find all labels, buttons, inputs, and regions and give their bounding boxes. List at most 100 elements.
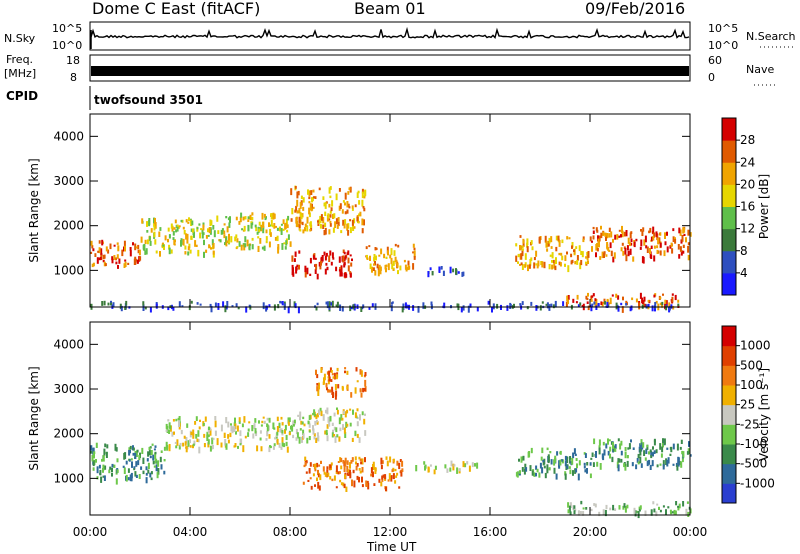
power-cell [644,235,647,243]
velocity-cell [626,460,629,467]
power-cell [438,266,441,272]
velocity-cell [203,433,206,438]
power-cell [391,301,394,304]
velocity-cell [192,443,195,447]
velocity-cell [252,433,255,439]
power-cell [587,305,590,311]
power-cell [269,224,272,227]
power-cell [596,248,599,252]
velocity-cell [302,481,305,485]
velocity-cell [133,466,136,469]
power-cell [332,227,335,233]
power-cell [519,235,522,238]
velocity-cell [659,509,662,513]
power-cell [174,219,177,224]
power-cell [539,305,542,311]
velocity-cell [677,505,680,508]
power-cell [187,251,190,256]
power-cell [626,245,629,251]
power-cell [210,247,212,250]
velocity-cell [620,440,623,446]
velocity-cell [390,475,393,479]
velocity-cell [564,460,567,467]
power-cell [577,304,580,307]
power-cell [606,242,609,249]
velocity-cell [658,506,660,510]
velocity-cell [157,468,160,475]
power-cell [326,301,329,309]
power-cell [629,232,632,239]
power-cell [618,235,621,238]
power-cell [342,200,345,203]
velocity-cell [99,469,102,476]
velocity-cell [677,460,680,467]
power-cell [247,219,250,222]
velocity-cell [589,473,592,479]
power-cell [596,229,599,233]
velocity-cell [285,441,288,447]
power-cell [622,296,624,301]
power-cell [209,219,212,226]
power-cell [357,190,360,194]
velocity-cell [174,441,177,444]
velocity-cell [91,454,94,462]
power-cell [521,245,524,248]
velocity-cell [322,414,325,421]
velocity-cell [332,429,334,434]
power-cell [519,245,521,251]
power-cell [678,227,681,234]
power-cell [663,250,666,257]
velocity-cell [645,448,648,454]
velocity-cell [92,460,95,467]
power-cell [430,301,433,306]
nsearch-top-tick: 10^5 [708,22,738,35]
power-cell [371,266,373,273]
power-cell [429,267,432,271]
velocity-cell [547,459,550,464]
power-cell [668,305,671,311]
power-cell [362,206,365,209]
velocity-cell [653,439,656,446]
velocity-cell [317,387,320,392]
power-cell [107,302,110,306]
velocity-cell [154,445,157,448]
power-cell [283,242,286,245]
velocity-cell [302,416,305,420]
velocity-cell [329,464,332,469]
power-cell [369,263,372,270]
power-cell [600,225,602,230]
power-cell [630,305,633,311]
power-cell [385,267,387,273]
station-title: Dome C East (fitACF) [92,0,260,18]
power-cell [237,306,240,310]
velocity-cell [262,416,265,419]
power-cell [356,192,359,198]
velocity-cell [427,467,430,473]
power-cell [139,256,142,261]
velocity-cell [317,473,320,478]
velocity-cell [337,471,340,475]
velocity-cell [573,505,576,510]
power-cell [552,304,555,309]
power-cell [611,294,614,297]
velocity-cell [359,414,361,421]
power-cell [599,256,602,260]
power-cell [404,302,407,309]
power-cell [265,236,268,241]
power-cell [631,297,634,301]
power-cell [608,233,611,238]
power-cell [188,217,190,222]
power-cell [683,233,686,236]
power-cell [234,236,237,242]
power-cell [352,224,354,230]
power-cell [308,212,311,218]
power-cell [672,228,675,232]
freq-label: Freq. [6,53,33,66]
velocity-cell [177,417,180,421]
velocity-cell [281,422,284,426]
velocity-cell [656,464,659,468]
power-cell [659,302,662,306]
power-cell [298,208,301,214]
velocity-cell [190,431,193,436]
power-cell [586,251,589,256]
